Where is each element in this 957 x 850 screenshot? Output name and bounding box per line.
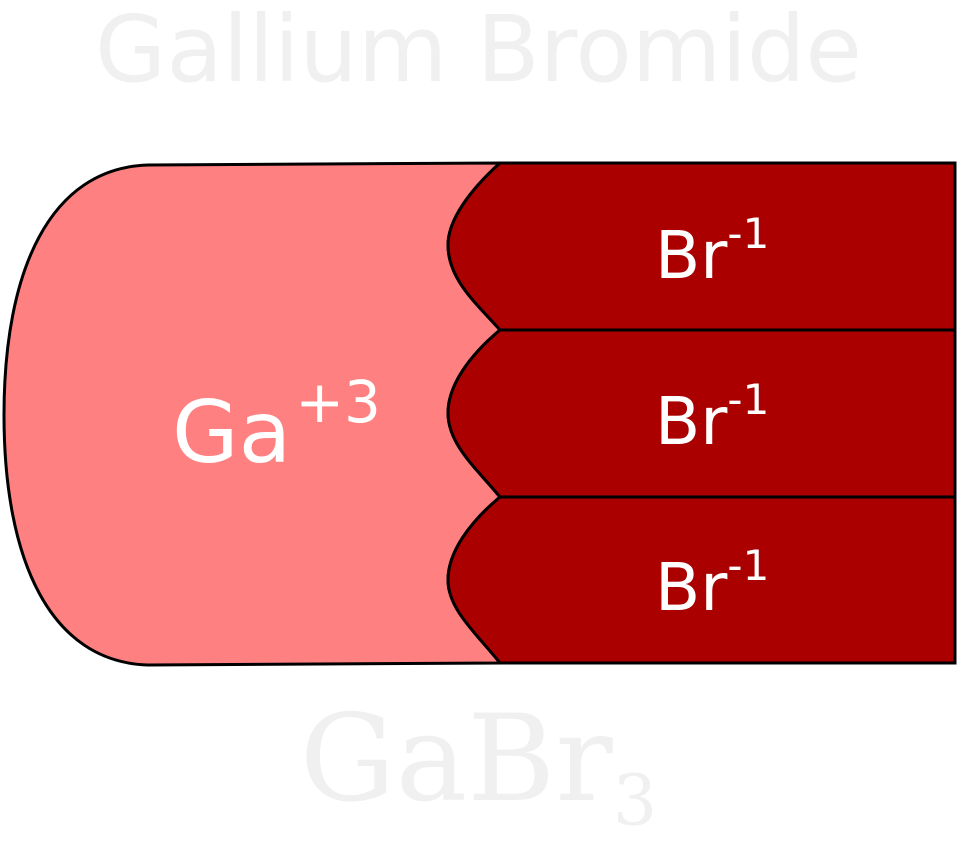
anion-shape-1 xyxy=(446,161,957,332)
anion-charge-1: -1 xyxy=(727,209,769,258)
anion-shape-2 xyxy=(446,328,957,499)
anion-label-1: Br-1 xyxy=(655,209,769,294)
formula-subscript: 3 xyxy=(612,759,658,842)
anion-charge-2: -1 xyxy=(727,375,769,424)
anion-symbol-1: Br xyxy=(655,217,728,294)
anion-charge-3: -1 xyxy=(727,541,769,590)
anion-label-2: Br-1 xyxy=(655,375,769,460)
anion-label-3: Br-1 xyxy=(655,541,769,626)
cation-charge: +3 xyxy=(295,368,381,436)
chemical-formula: GaBr3 xyxy=(0,690,957,836)
cation-label: Ga+3 xyxy=(172,368,381,483)
cation-symbol: Ga xyxy=(172,383,291,483)
anion-symbol-2: Br xyxy=(655,383,728,460)
formula-base: GaBr xyxy=(299,690,613,829)
page-title: Gallium Bromide xyxy=(95,0,862,103)
anion-shape-3 xyxy=(446,495,957,665)
anion-symbol-3: Br xyxy=(655,549,728,626)
